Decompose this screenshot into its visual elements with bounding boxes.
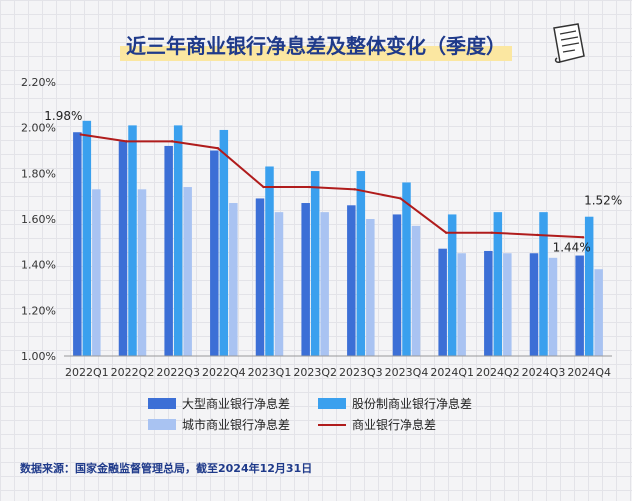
bar-large (392, 214, 402, 356)
bar-large (118, 141, 128, 356)
bar-large (529, 253, 539, 356)
legend-item-city: 城市商业银行净息差 (148, 416, 290, 433)
x-tick-label: 2023Q3 (339, 366, 383, 379)
bar-city (137, 189, 147, 356)
legend-swatch-line (318, 423, 346, 426)
line-total-margin (80, 133, 584, 239)
bar-city (411, 225, 421, 356)
x-tick-label: 2024Q2 (476, 366, 520, 379)
x-tick-label: 2024Q1 (430, 366, 474, 379)
x-tick-label: 2023Q4 (385, 366, 429, 379)
y-tick-label: 1.40% (21, 259, 56, 272)
x-tick-label: 2023Q2 (293, 366, 337, 379)
bar-city (548, 257, 558, 356)
bar-city (503, 253, 512, 356)
bar-large (347, 205, 356, 356)
legend-swatch-city (148, 419, 176, 430)
legend-label-joint: 股份制商业银行净息差 (352, 397, 473, 411)
legend-label-large: 大型商业银行净息差 (182, 397, 291, 411)
y-tick-label: 1.20% (21, 304, 56, 317)
y-tick-label: 1.00% (21, 350, 56, 363)
bar-city (274, 212, 284, 356)
x-tick-label: 2022Q2 (111, 366, 155, 379)
legend-item-large: 大型商业银行净息差 (148, 395, 290, 412)
line-point (490, 231, 494, 234)
bar-joint (402, 182, 411, 356)
line-point (399, 197, 402, 200)
data-label: 1.98% (44, 109, 82, 123)
bar-joint (584, 216, 594, 356)
data-label: 1.44% (553, 241, 591, 255)
line-point (581, 236, 585, 239)
legend-label-line: 商业银行净息差 (352, 418, 437, 432)
bar-large (255, 198, 265, 356)
legend-label-city: 城市商业银行净息差 (182, 418, 291, 432)
scroll-document-icon (553, 23, 585, 63)
data-label: 1.52% (584, 194, 622, 208)
bar-joint (539, 212, 548, 356)
bar-large (575, 255, 584, 356)
y-tick-label: 2.00% (21, 122, 56, 135)
bar-city (229, 203, 238, 356)
x-tick-label: 2024Q4 (567, 366, 611, 379)
bar-joint (219, 129, 229, 356)
y-tick-label: 1.60% (21, 213, 56, 226)
legend-swatch-joint (318, 398, 346, 409)
bar-city (594, 269, 603, 356)
line-point (444, 231, 448, 234)
x-tick-label: 2023Q1 (248, 366, 292, 379)
line-point (262, 185, 265, 189)
bar-large (301, 203, 310, 356)
line-point (307, 185, 311, 189)
y-tick-label: 2.20% (21, 76, 56, 89)
bar-joint (493, 212, 503, 356)
chart-title: 近三年商业银行净息差及整体变化（季度） (120, 28, 512, 61)
x-tick-label: 2022Q1 (65, 366, 109, 379)
bar-large (438, 248, 447, 356)
line-point (353, 188, 357, 191)
bar-joint (356, 171, 366, 356)
bar-joint (173, 125, 183, 356)
bar-city (320, 212, 329, 356)
x-tick-label: 2022Q4 (202, 366, 246, 379)
bar-joint (82, 120, 92, 356)
bar-city (366, 219, 375, 356)
bar-joint (447, 214, 457, 356)
bar-city (92, 189, 101, 356)
x-tick-label: 2024Q3 (522, 366, 566, 379)
legend-item-line: 商业银行净息差 (318, 416, 436, 433)
source-note: 数据来源：国家金融监督管理总局，截至2024年12月31日 (20, 462, 313, 475)
bar-joint (310, 171, 320, 356)
line-point (79, 133, 83, 136)
line-point (170, 140, 174, 143)
line-point (216, 147, 220, 150)
line-point (125, 140, 128, 143)
bar-joint (128, 125, 137, 356)
bar-large (164, 145, 173, 356)
bar-joint (265, 166, 274, 356)
bar-large (210, 150, 219, 356)
bar-large (73, 132, 82, 356)
y-tick-label: 1.80% (21, 167, 56, 180)
line-point (536, 233, 539, 237)
bar-city (183, 187, 192, 356)
legend-item-joint: 股份制商业银行净息差 (318, 395, 472, 412)
legend-swatch-large (148, 398, 176, 409)
bar-large (484, 250, 493, 356)
x-tick-label: 2022Q3 (156, 366, 200, 379)
title-container: 近三年商业银行净息差及整体变化（季度） (0, 28, 632, 61)
bar-city (457, 253, 466, 356)
